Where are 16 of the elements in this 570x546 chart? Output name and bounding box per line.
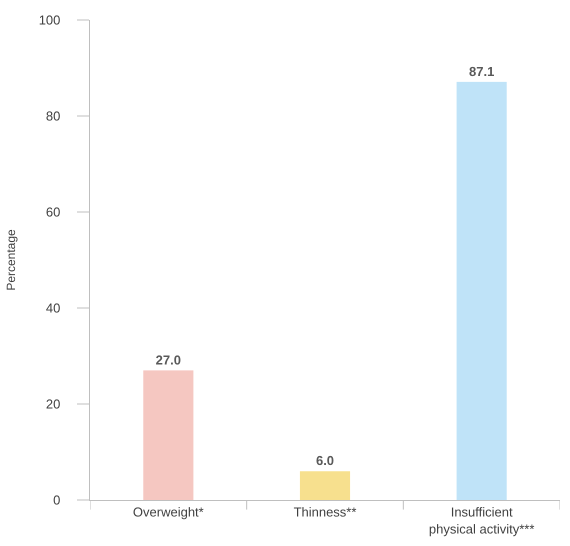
data-label: 27.0 [156,352,181,368]
bar [300,471,350,500]
y-tick-label: 100 [38,12,60,28]
y-tick-label: 0 [53,492,60,508]
data-label: 87.1 [469,64,494,79]
y-tick-label: 20 [46,396,60,412]
y-tick-label: 60 [46,204,60,220]
x-tick-label: Insufficient physical activity*** [428,504,534,536]
bar [143,370,194,500]
bar [456,82,507,500]
x-tick-label: Thinness** [294,504,356,520]
x-tick-label: Overweight* [132,504,204,520]
data-label: 6.0 [316,453,334,468]
y-axis-title: Percentage [4,228,18,291]
y-tick-label: 80 [46,108,60,124]
y-tick-label: 40 [46,300,60,316]
